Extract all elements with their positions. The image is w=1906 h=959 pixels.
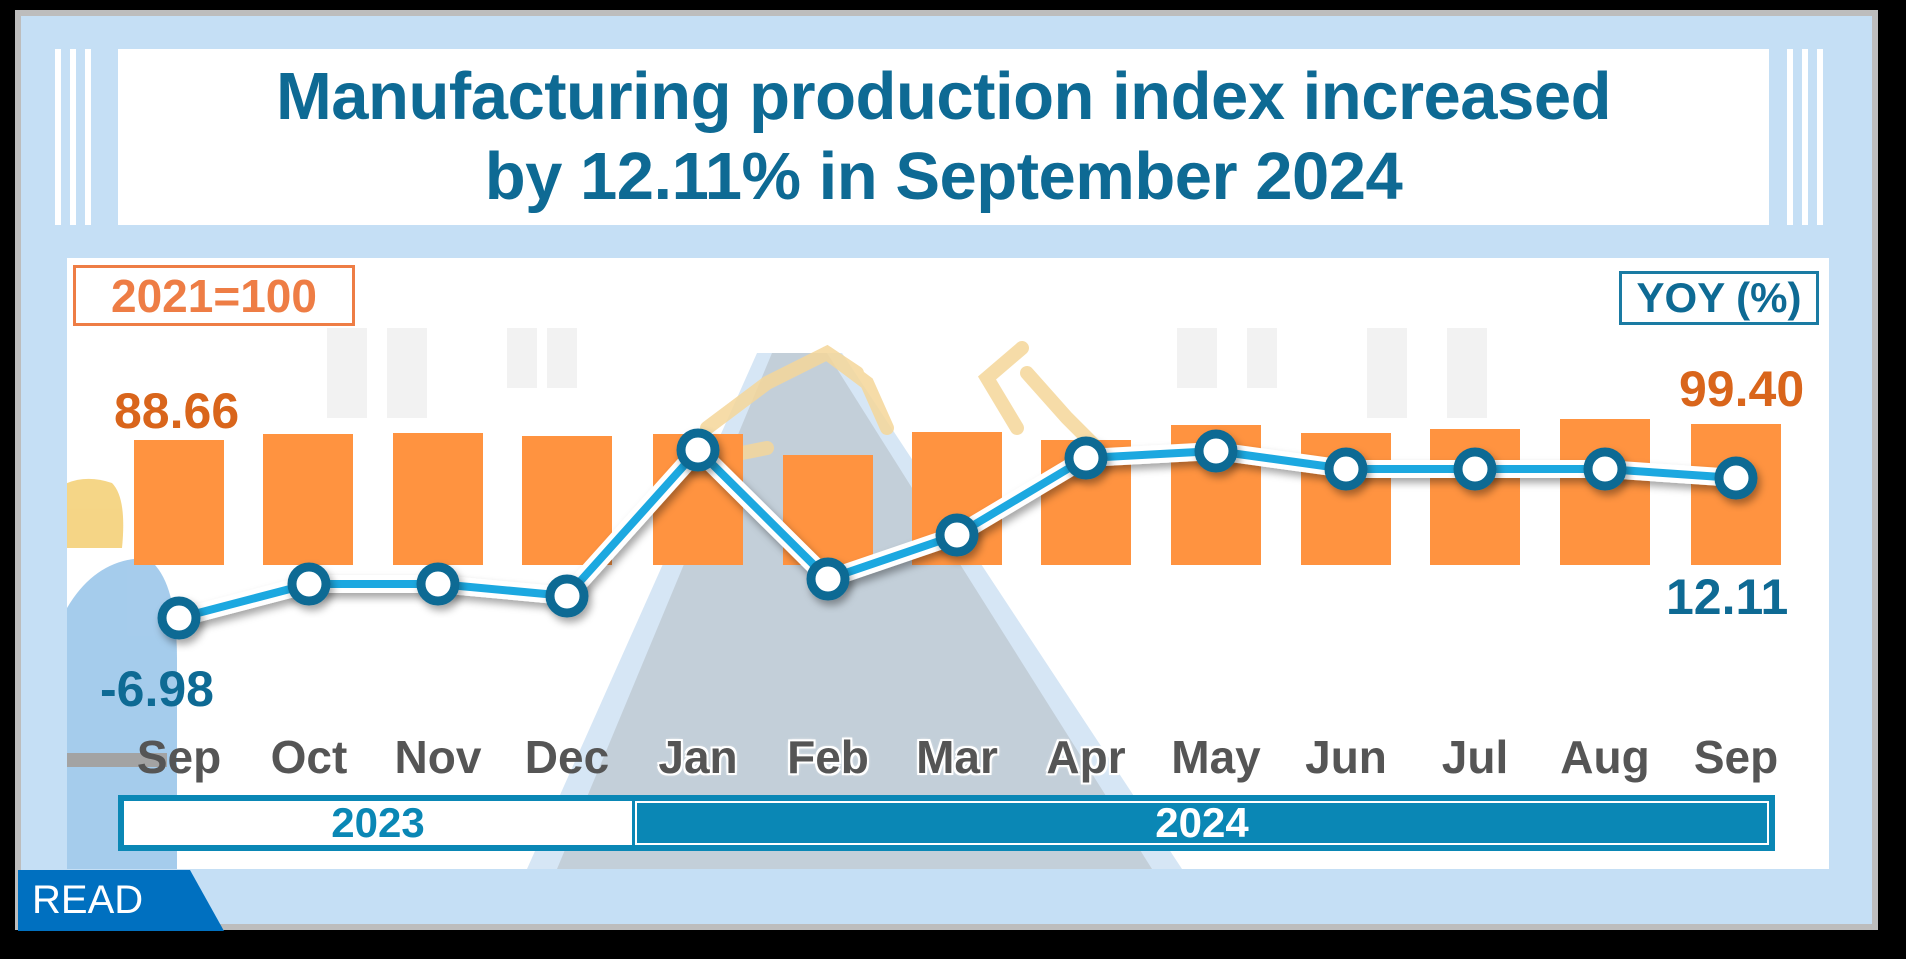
month-label: Nov [394,731,482,783]
month-label: Jul [1441,731,1509,783]
read-tab-shape [18,870,224,931]
month-label: Apr [1046,731,1126,783]
page-title: Manufacturing production index increased… [275,57,1612,217]
read-button-label: READ [32,878,144,922]
month-label: Jan [658,731,738,783]
decorative-stripes-left [55,49,95,225]
index-bars [134,419,1781,565]
bar-sep-2023 [134,440,224,565]
month-label: Mar [916,731,998,783]
year-axis-bar: 2023 2024 [118,795,1775,851]
title-line-2: by 12.11% in September 2024 [484,139,1403,214]
decorative-stripes-right [1787,49,1827,225]
title-line-1: Manufacturing production index increased [275,59,1612,134]
bar-nov-2023 [393,433,483,565]
factory-background-illustration [67,328,1487,869]
month-label: May [1171,731,1261,783]
bar-dec-2023 [522,436,612,565]
month-label: Dec [524,731,610,783]
yoy-label-sep-2023: -6.98 [100,661,214,717]
index-base-legend: 2021=100 [73,265,355,326]
yoy-legend: YOY (%) [1619,271,1819,325]
read-button[interactable]: READ [18,870,224,931]
bar-oct-2023 [263,434,353,565]
index-label-sep-2024: 99.40 [1679,361,1805,417]
month-label: Sep [1693,731,1779,783]
index-label-sep-2023: 88.66 [114,383,240,439]
year-2023-segment: 2023 [124,799,632,846]
month-label: Aug [1560,731,1650,783]
month-label: Feb [787,731,869,783]
year-2024-segment: 2024 [635,799,1769,846]
month-label: Jun [1305,731,1387,783]
yoy-markers [157,428,1758,640]
month-label: Sep [136,731,222,783]
yoy-label-sep-2024: 12.11 [1666,569,1789,625]
month-label: Oct [270,731,348,783]
title-box: Manufacturing production index increased… [118,49,1769,225]
bar-aug-2024 [1560,419,1650,565]
